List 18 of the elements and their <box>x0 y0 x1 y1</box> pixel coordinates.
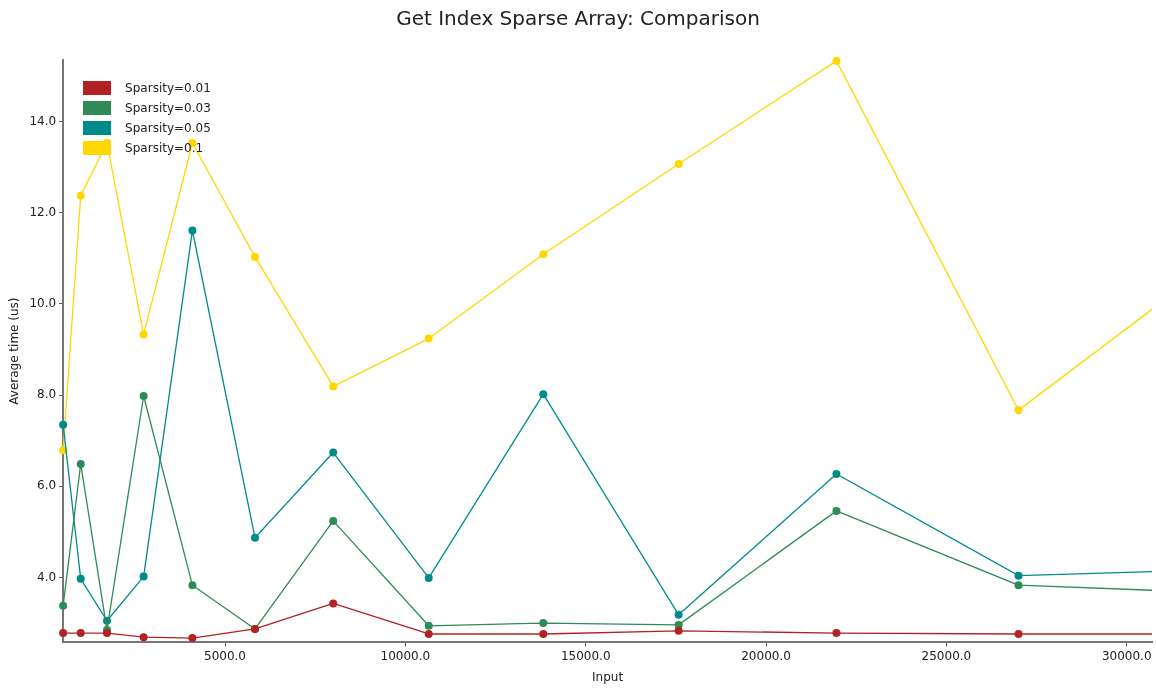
y-tick-label: 12.0 <box>29 204 57 219</box>
x-tick-label: 20000.0 <box>741 648 791 663</box>
x-axis-title: Input <box>592 669 624 684</box>
y-tick-label: 10.0 <box>29 296 57 311</box>
x-tick-label: 25000.0 <box>921 648 972 663</box>
legend-label: Sparsity=0.05 <box>125 121 211 135</box>
x-tick-label: 5000.0 <box>204 648 246 663</box>
x-tick-label: 15000.0 <box>560 648 611 663</box>
chart-title: Get Index Sparse Array: Comparison <box>395 6 761 30</box>
y-tick-label: 14.0 <box>29 113 57 128</box>
x-tick-label: 30000.0 <box>1101 648 1152 663</box>
y-tick-label: 4.0 <box>37 569 57 584</box>
legend-label: Sparsity=0.03 <box>125 101 211 115</box>
legend-label: Sparsity=0.01 <box>125 81 211 95</box>
y-tick-label: 6.0 <box>37 478 57 493</box>
y-axis-title: Average time (us) <box>7 297 22 405</box>
x-tick-label: 10000.0 <box>380 648 431 663</box>
y-tick-label: 8.0 <box>37 387 57 402</box>
